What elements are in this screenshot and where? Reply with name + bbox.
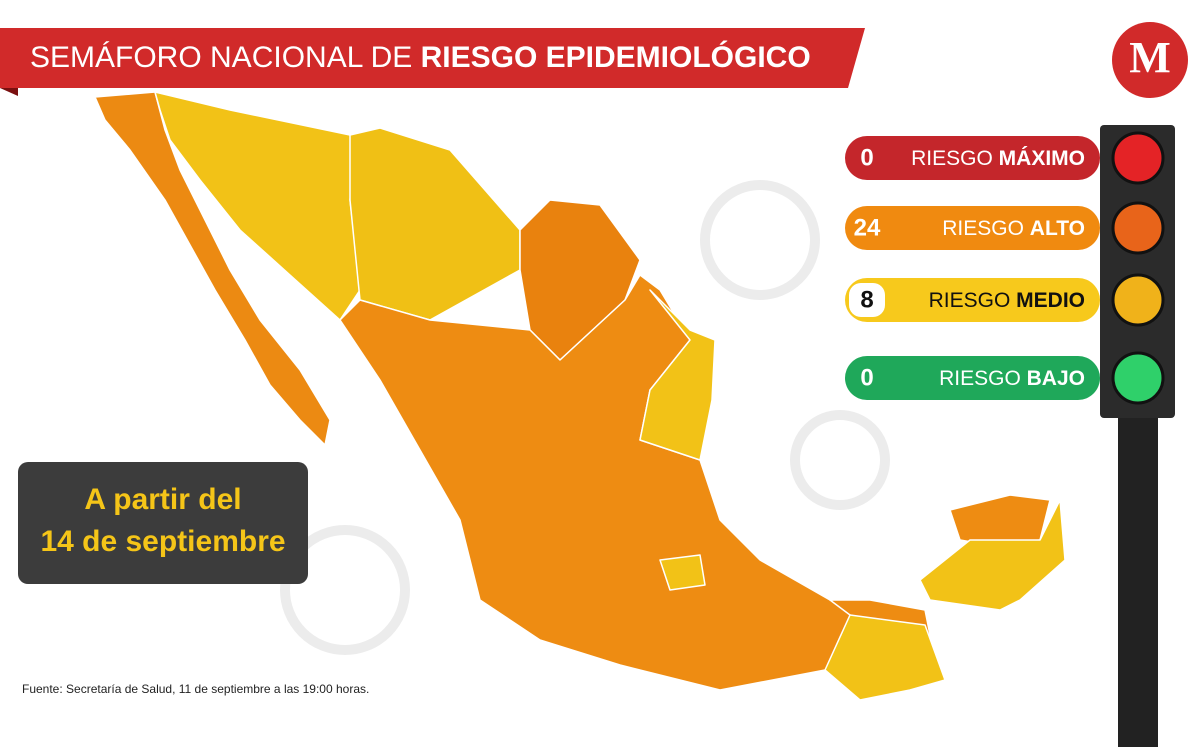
legend-count: 0 xyxy=(860,364,873,391)
legend-word: RIESGO xyxy=(911,147,993,170)
legend-pill xyxy=(845,136,1100,180)
source: Fuente: Secretaría de Salud, 11 de septi… xyxy=(22,682,369,696)
logo-text: M xyxy=(1129,33,1171,82)
logo xyxy=(1112,22,1188,98)
legend-level: BAJO xyxy=(1027,367,1085,390)
lamp xyxy=(1111,351,1165,405)
region xyxy=(339,274,871,691)
legend-label: RIESGO ALTO xyxy=(942,217,1085,240)
legend-pill xyxy=(845,206,1100,250)
date-box xyxy=(18,462,308,584)
lamp xyxy=(1111,201,1165,255)
legend-level: MEDIO xyxy=(1016,289,1085,312)
legend-label: RIESGO BAJO xyxy=(939,367,1085,390)
banner-fold xyxy=(0,88,18,96)
legend-label: RIESGO MÁXIMO xyxy=(911,147,1085,170)
region xyxy=(659,554,706,591)
date-line: 14 de septiembre xyxy=(40,525,285,558)
legend-level: ALTO xyxy=(1030,217,1085,240)
legend-word: RIESGO xyxy=(942,217,1024,240)
count-box xyxy=(849,283,885,317)
region xyxy=(919,499,1066,611)
region xyxy=(949,494,1051,546)
lamp xyxy=(1111,273,1165,327)
legend-count: 24 xyxy=(854,214,881,241)
date-line: A partir del xyxy=(84,483,241,516)
region xyxy=(639,289,716,461)
banner xyxy=(0,28,865,88)
legend-word: RIESGO xyxy=(939,367,1021,390)
legend-count: 0 xyxy=(860,144,873,171)
pole xyxy=(1118,400,1158,747)
legend-level: MÁXIMO xyxy=(999,147,1085,170)
region xyxy=(824,614,946,701)
region xyxy=(349,127,521,321)
watermark xyxy=(280,180,890,655)
title: SEMÁFORO NACIONAL DE RIESGO EPIDEMIOLÓGI… xyxy=(30,40,811,74)
legend-word: RIESGO xyxy=(929,289,1011,312)
legend-count: 8 xyxy=(860,286,873,313)
lamp xyxy=(1111,131,1165,185)
legend-pill xyxy=(845,278,1100,322)
region xyxy=(94,91,331,446)
map xyxy=(94,91,1066,701)
legend-pill xyxy=(845,356,1100,400)
legend-label: RIESGO MEDIO xyxy=(929,289,1085,312)
light-housing xyxy=(1100,125,1175,418)
